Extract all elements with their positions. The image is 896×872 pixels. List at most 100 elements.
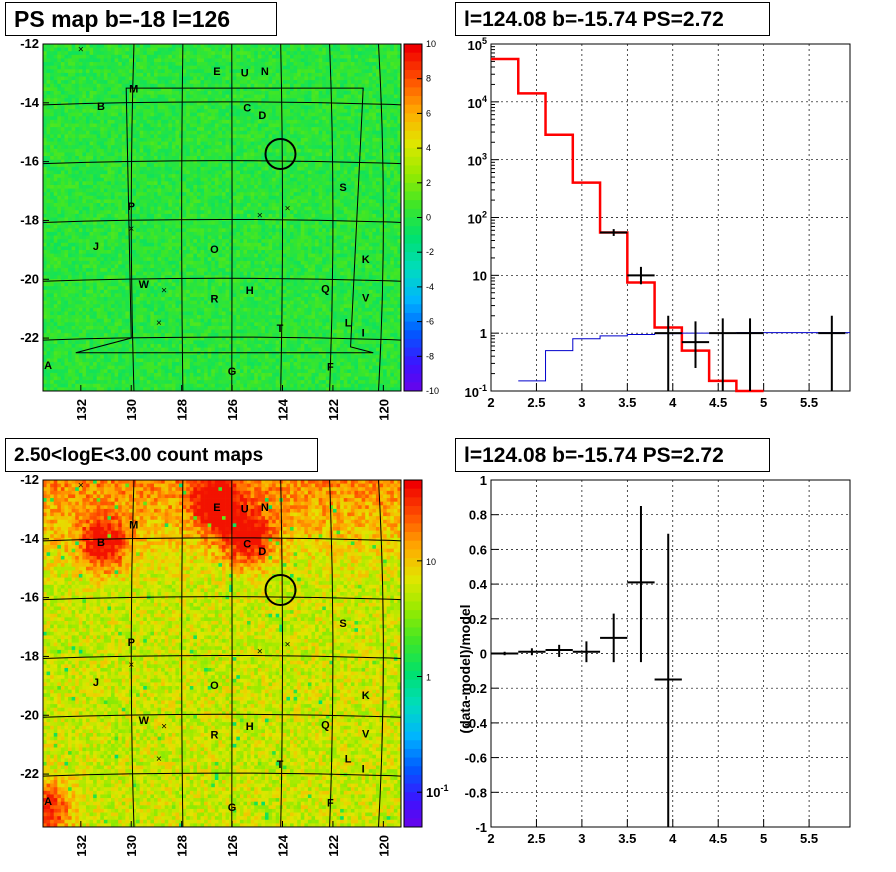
ps-map-pixel xyxy=(146,83,151,88)
ps-map-pixel xyxy=(222,90,226,95)
ps-map-pixel xyxy=(179,47,183,52)
ps-map-pixel xyxy=(139,145,144,150)
ps-map-pixel xyxy=(268,159,273,164)
ps-map-pixel xyxy=(393,159,398,164)
ps-map-pixel xyxy=(250,156,255,160)
ps-map-pixel xyxy=(318,47,323,52)
ps-map-pixel xyxy=(93,213,97,218)
ps-map-pixel xyxy=(279,148,284,153)
ps-map-pixel xyxy=(343,44,348,48)
ps-map-pixel xyxy=(247,69,251,74)
ps-map-pixel xyxy=(68,174,72,179)
ps-map-pixel xyxy=(193,134,198,139)
ps-map-pixel xyxy=(179,145,183,150)
ps-map-pixel xyxy=(222,44,226,48)
ps-map-pixel xyxy=(347,119,352,124)
ps-map-pixel xyxy=(379,72,384,77)
ps-map-pixel xyxy=(236,80,241,85)
ps-map-pixel xyxy=(214,206,219,211)
ps-map-pixel xyxy=(372,221,377,226)
ps-map-pixel xyxy=(311,210,316,215)
ps-map-pixel xyxy=(225,62,230,66)
ps-map-pixel xyxy=(189,51,194,56)
ps-map-pixel xyxy=(336,174,341,179)
ps-map-pixel xyxy=(64,188,69,193)
ps-map-pixel xyxy=(397,58,402,63)
ps-map-pixel xyxy=(60,65,65,70)
ps-map-pixel xyxy=(361,109,366,113)
ps-map-pixel xyxy=(157,51,162,56)
ps-map-pixel xyxy=(43,137,47,142)
ps-map-pixel xyxy=(311,145,316,150)
ps-map-pixel xyxy=(229,203,234,207)
ps-map-pixel xyxy=(125,87,130,92)
ps-map-pixel xyxy=(315,123,319,128)
ps-map-pixel xyxy=(75,206,80,211)
ps-map-pixel xyxy=(200,47,205,52)
ps-map-pixel xyxy=(193,105,198,110)
ps-map-pixel xyxy=(193,51,198,56)
ps-map-pixel xyxy=(372,94,377,99)
ps-map-pixel xyxy=(311,119,316,124)
ps-map-pixel xyxy=(390,192,395,197)
ps-map-pixel xyxy=(207,141,212,146)
ps-map-pixel xyxy=(64,206,69,211)
ps-map-pixel xyxy=(78,206,83,211)
ps-map-pixel xyxy=(343,119,348,124)
ps-map-pixel xyxy=(368,62,373,66)
ps-map-pixel xyxy=(315,192,319,197)
ps-map-pixel xyxy=(182,170,187,175)
ps-map-pixel xyxy=(236,47,241,52)
ps-map-pixel xyxy=(397,210,402,215)
ps-map-pixel xyxy=(60,127,65,132)
ps-map-pixel xyxy=(254,199,259,204)
ps-map-pixel xyxy=(272,148,276,153)
ps-map-pixel xyxy=(322,112,327,117)
ps-map-pixel xyxy=(68,83,72,88)
ps-map-pixel xyxy=(347,184,352,189)
ps-map-pixel xyxy=(383,127,387,132)
ps-map-pixel xyxy=(325,203,330,207)
ps-map-pixel xyxy=(200,83,205,88)
ps-map-pixel xyxy=(222,65,226,70)
ps-map-pixel xyxy=(71,80,76,85)
ps-map-pixel xyxy=(390,123,395,128)
ps-map-pixel xyxy=(343,134,348,139)
ps-map-pixel xyxy=(43,58,47,63)
ps-map-pixel xyxy=(268,192,273,197)
ps-map-pixel xyxy=(136,80,140,85)
ps-map-pixel xyxy=(286,47,291,52)
ps-map-pixel xyxy=(279,192,284,197)
ps-map-pixel xyxy=(161,51,166,56)
ps-map-pixel xyxy=(68,76,72,81)
ps-map-pixel xyxy=(93,137,97,142)
ps-map-pixel xyxy=(272,80,276,85)
ps-map-pixel xyxy=(207,47,212,52)
ps-map-pixel xyxy=(365,166,370,171)
ps-map-pixel xyxy=(75,112,80,117)
ps-map-pixel xyxy=(315,54,319,59)
ps-map-pixel xyxy=(315,51,319,56)
ps-map-pixel xyxy=(218,87,223,92)
ps-map-pixel xyxy=(250,195,255,200)
ps-map-pixel xyxy=(358,181,362,186)
ps-map-pixel xyxy=(307,174,312,179)
ps-map-pixel xyxy=(268,51,273,56)
ps-map-pixel xyxy=(375,141,380,146)
ps-map-pixel xyxy=(211,195,216,200)
ps-map-pixel xyxy=(179,177,183,182)
ps-map-pixel xyxy=(261,69,266,74)
ps-map-pixel xyxy=(53,127,58,132)
ps-map-pixel xyxy=(290,51,294,56)
ps-map-pixel xyxy=(193,156,198,160)
ps-map-pixel xyxy=(218,156,223,160)
ps-map-pixel xyxy=(290,87,294,92)
ps-map-pixel xyxy=(315,166,319,171)
ps-map-pixel xyxy=(100,199,105,204)
ps-map-pixel xyxy=(358,195,362,200)
ps-map-pixel xyxy=(386,192,391,197)
ps-map-pixel xyxy=(89,184,94,189)
ps-map-pixel xyxy=(372,148,377,153)
ps-map-pixel xyxy=(153,101,158,106)
ps-map-pixel xyxy=(257,174,262,179)
